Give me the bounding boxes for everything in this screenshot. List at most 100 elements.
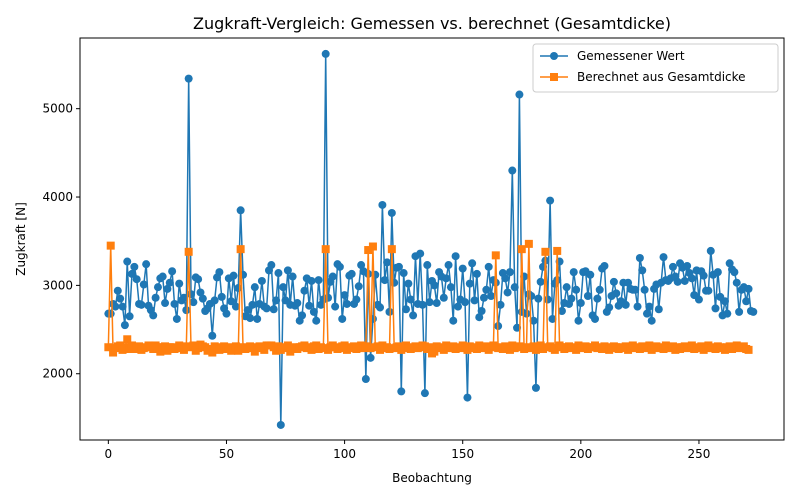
data-point-measured — [175, 279, 184, 288]
data-point-measured — [638, 266, 647, 275]
data-point-measured — [683, 261, 692, 270]
data-point-measured — [730, 268, 739, 277]
data-point-measured — [468, 259, 477, 268]
legend-marker-computed — [550, 73, 558, 81]
data-point-measured — [479, 293, 488, 302]
data-point-measured — [307, 276, 316, 285]
data-point-measured — [536, 277, 545, 286]
data-point-measured — [409, 311, 418, 320]
data-point-measured — [196, 288, 205, 297]
data-point-measured — [654, 305, 663, 314]
y-tick-label: 5000 — [42, 102, 73, 116]
data-point-measured — [546, 196, 555, 205]
data-point-measured — [612, 289, 621, 298]
data-point-computed — [645, 341, 654, 350]
data-point-measured — [461, 298, 470, 307]
data-point-measured — [357, 261, 366, 270]
data-point-measured — [394, 262, 403, 271]
data-point-measured — [593, 294, 602, 303]
data-point-measured — [548, 314, 557, 323]
data-point-measured — [250, 283, 259, 292]
data-point-computed — [387, 245, 396, 254]
data-point-measured — [276, 420, 285, 429]
data-point-measured — [300, 286, 309, 295]
data-point-measured — [642, 309, 651, 318]
data-point-measured — [376, 303, 385, 312]
data-point-measured — [527, 291, 536, 300]
data-point-computed — [231, 342, 240, 351]
data-point-computed — [153, 343, 162, 352]
data-point-measured — [246, 314, 255, 323]
data-point-computed — [319, 344, 328, 353]
data-point-measured — [387, 208, 396, 217]
data-point-measured — [635, 254, 644, 262]
data-point-computed — [517, 245, 526, 254]
data-point-computed — [272, 346, 281, 355]
data-point-computed — [161, 342, 170, 351]
data-point-measured — [640, 285, 649, 294]
data-point-measured — [309, 307, 318, 316]
data-point-measured — [352, 295, 361, 304]
data-point-measured — [305, 301, 314, 310]
data-point-measured — [609, 277, 618, 286]
data-point-measured — [475, 313, 484, 322]
data-point-computed — [553, 246, 562, 255]
series-layer — [104, 49, 758, 429]
data-point-measured — [477, 307, 486, 316]
data-point-computed — [208, 348, 217, 357]
data-point-measured — [312, 316, 321, 325]
data-point-computed — [248, 343, 257, 352]
data-point-computed — [109, 348, 118, 357]
data-point-measured — [432, 299, 441, 308]
data-point-computed — [123, 335, 132, 344]
data-point-measured — [749, 307, 758, 316]
data-point-measured — [420, 389, 429, 398]
data-point-measured — [383, 258, 392, 267]
data-point-measured — [505, 268, 514, 277]
data-point-measured — [451, 252, 460, 261]
data-point-measured — [673, 277, 682, 286]
data-point-measured — [416, 249, 425, 258]
legend-marker-measured — [550, 52, 558, 60]
data-point-measured — [253, 314, 262, 323]
data-point-measured — [543, 295, 552, 304]
data-point-measured — [442, 274, 451, 283]
x-axis-label: Beobachtung — [392, 471, 472, 485]
data-point-measured — [378, 200, 387, 209]
data-point-computed — [120, 343, 129, 352]
data-point-measured — [605, 303, 614, 312]
data-point-measured — [557, 307, 566, 316]
data-point-computed — [550, 345, 559, 354]
data-point-measured — [624, 278, 633, 287]
data-point-computed — [361, 342, 370, 351]
data-point-computed — [340, 341, 349, 350]
data-point-measured — [222, 309, 231, 318]
data-point-measured — [534, 294, 543, 303]
x-axis-ticks: 0 50 100 150 200 250 — [105, 440, 710, 461]
data-point-computed — [376, 345, 385, 354]
data-point-measured — [510, 283, 519, 292]
data-point-measured — [659, 253, 668, 262]
data-point-measured — [484, 262, 493, 271]
data-point-measured — [123, 257, 132, 266]
data-point-measured — [713, 268, 722, 277]
data-point-measured — [279, 283, 288, 292]
data-point-measured — [385, 307, 394, 316]
data-point-measured — [262, 304, 271, 313]
data-point-computed — [366, 344, 375, 353]
data-point-computed — [106, 241, 115, 250]
data-point-measured — [567, 294, 576, 303]
data-point-computed — [539, 345, 548, 353]
data-point-computed — [283, 341, 292, 350]
data-point-measured — [208, 331, 217, 340]
data-point-measured — [274, 269, 283, 278]
data-point-measured — [139, 280, 148, 289]
data-point-computed — [744, 345, 753, 354]
data-point-measured — [132, 275, 141, 284]
data-point-measured — [165, 278, 174, 287]
data-point-measured — [229, 271, 238, 280]
data-point-measured — [231, 302, 240, 311]
data-point-measured — [572, 285, 581, 294]
data-point-measured — [529, 316, 538, 325]
data-point-measured — [170, 299, 179, 308]
